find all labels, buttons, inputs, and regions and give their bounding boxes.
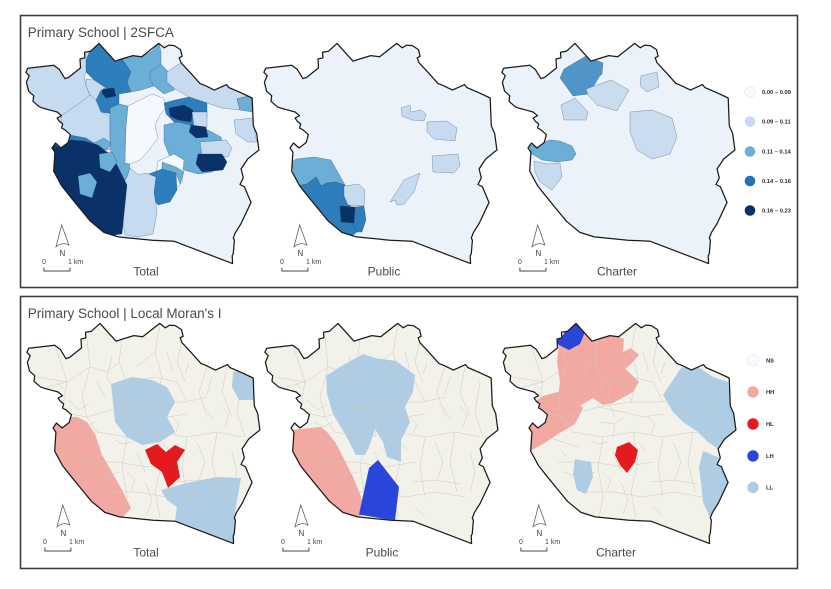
- svg-text:Public: Public: [366, 545, 399, 559]
- svg-text:Charter: Charter: [597, 264, 637, 278]
- svg-text:N: N: [536, 529, 542, 538]
- svg-text:Charter: Charter: [596, 545, 636, 559]
- svg-text:Primary School | Local Moran's: Primary School | Local Moran's I: [28, 306, 222, 321]
- svg-text:1 km: 1 km: [307, 539, 322, 546]
- svg-text:0.09 – 0.11: 0.09 – 0.11: [762, 120, 791, 126]
- svg-text:0: 0: [518, 259, 522, 266]
- svg-text:Primary School | 2SFCA: Primary School | 2SFCA: [28, 25, 174, 40]
- svg-text:1 km: 1 km: [306, 259, 321, 266]
- svg-text:N: N: [59, 249, 65, 258]
- svg-text:NS: NS: [766, 359, 774, 365]
- svg-text:Total: Total: [133, 545, 158, 559]
- svg-text:0: 0: [281, 539, 285, 546]
- svg-text:0.00 – 0.09: 0.00 – 0.09: [762, 90, 792, 96]
- svg-text:Total: Total: [133, 264, 158, 278]
- svg-text:1 km: 1 km: [68, 259, 83, 266]
- svg-text:0: 0: [43, 539, 47, 546]
- svg-text:0: 0: [519, 539, 523, 546]
- svg-text:N: N: [297, 249, 303, 258]
- svg-text:LH: LH: [766, 454, 774, 460]
- svg-text:LL: LL: [766, 486, 774, 492]
- svg-text:N: N: [535, 249, 541, 258]
- svg-text:0: 0: [280, 259, 284, 266]
- svg-text:0.11 – 0.14: 0.11 – 0.14: [762, 150, 791, 156]
- svg-text:0.14 – 0.16: 0.14 – 0.16: [762, 179, 792, 185]
- svg-text:1 km: 1 km: [544, 259, 559, 266]
- svg-text:1 km: 1 km: [545, 539, 560, 546]
- svg-text:Public: Public: [368, 264, 401, 278]
- svg-text:0.16 – 0.23: 0.16 – 0.23: [762, 209, 792, 215]
- svg-text:HH: HH: [766, 390, 774, 396]
- svg-text:N: N: [60, 529, 66, 538]
- svg-text:HL: HL: [766, 422, 774, 428]
- svg-text:N: N: [298, 529, 304, 538]
- svg-text:1 km: 1 km: [69, 539, 84, 546]
- svg-text:0: 0: [42, 259, 46, 266]
